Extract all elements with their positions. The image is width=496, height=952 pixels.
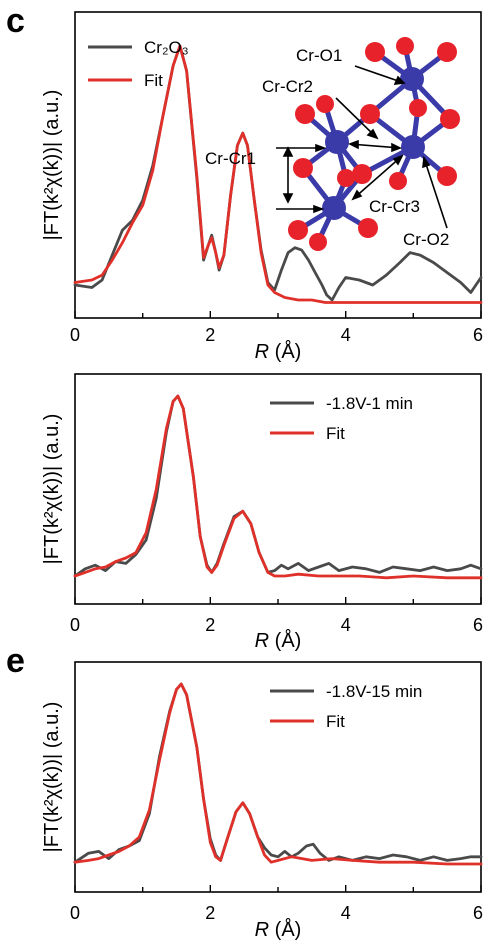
fit-line (73, 394, 483, 580)
legend-label-fit: Fit (144, 71, 163, 90)
xtick-label: 4 (341, 903, 351, 923)
panel-letter-e: e (6, 642, 25, 680)
legend-label-fit: Fit (326, 712, 345, 731)
legend-label-fit: Fit (326, 424, 345, 443)
y-axis-label: |FT(k²χ(k))| (a.u.) (41, 702, 63, 853)
tick-marks-c (74, 311, 482, 318)
legend-label-experiment: Cr₂O₃ (144, 38, 189, 57)
panel-c: c 0 2 4 6 R (Å) |FT(k²χ(k))| (a.u.) Cr₂O… (6, 2, 483, 363)
legend-label-experiment: -1.8V-15 min (326, 682, 422, 701)
xtick-label: 4 (341, 615, 351, 635)
label-cr-o1: Cr-O1 (296, 46, 342, 65)
plot-area-d (73, 394, 483, 580)
x-axis-label: R (Å) (255, 629, 302, 652)
fit-line (73, 44, 483, 304)
tick-marks-d (74, 597, 482, 604)
panel-d: 0 2 4 6 R (Å) |FT(k²χ(k))| (a.u.) -1.8V-… (41, 373, 483, 652)
label-cr-cr3: Cr-Cr3 (369, 197, 420, 216)
label-cr-cr1: Cr-Cr1 (205, 149, 256, 168)
xtick-label: 2 (205, 615, 215, 635)
legend-label-experiment: -1.8V-1 min (326, 394, 413, 413)
y-axis-label: |FT(k²χ(k))| (a.u.) (41, 414, 63, 565)
xtick-label: 2 (205, 325, 215, 345)
panel-e: e 0 2 4 6 R (Å) |FT(k²χ(k))| (a.u.) -1.8… (6, 642, 483, 941)
annotation-arrows (276, 65, 448, 229)
x-axis-label: R (Å) (255, 340, 302, 363)
x-axis-label: R (Å) (255, 918, 302, 941)
plot-frame-c (74, 11, 482, 319)
tick-marks-e (74, 885, 482, 892)
panel-letter-c: c (6, 2, 25, 40)
xtick-label: 6 (473, 615, 483, 635)
experiment-line (73, 682, 483, 864)
experiment-line (73, 394, 483, 578)
y-axis-label: |FT(k²χ(k))| (a.u.) (41, 90, 63, 241)
label-cr-o2: Cr-O2 (403, 230, 449, 249)
label-cr-cr2: Cr-Cr2 (262, 77, 313, 96)
plot-area-e (73, 682, 483, 866)
xtick-label: 0 (70, 903, 80, 923)
plot-area-c (73, 44, 483, 304)
crystal-structure-inset (288, 37, 460, 251)
xtick-label: 6 (473, 325, 483, 345)
xtick-label: 0 (70, 615, 80, 635)
fit-line (73, 682, 483, 866)
xtick-label: 2 (205, 903, 215, 923)
xtick-label: 6 (473, 903, 483, 923)
xtick-label: 0 (70, 325, 80, 345)
xtick-label: 4 (341, 325, 351, 345)
